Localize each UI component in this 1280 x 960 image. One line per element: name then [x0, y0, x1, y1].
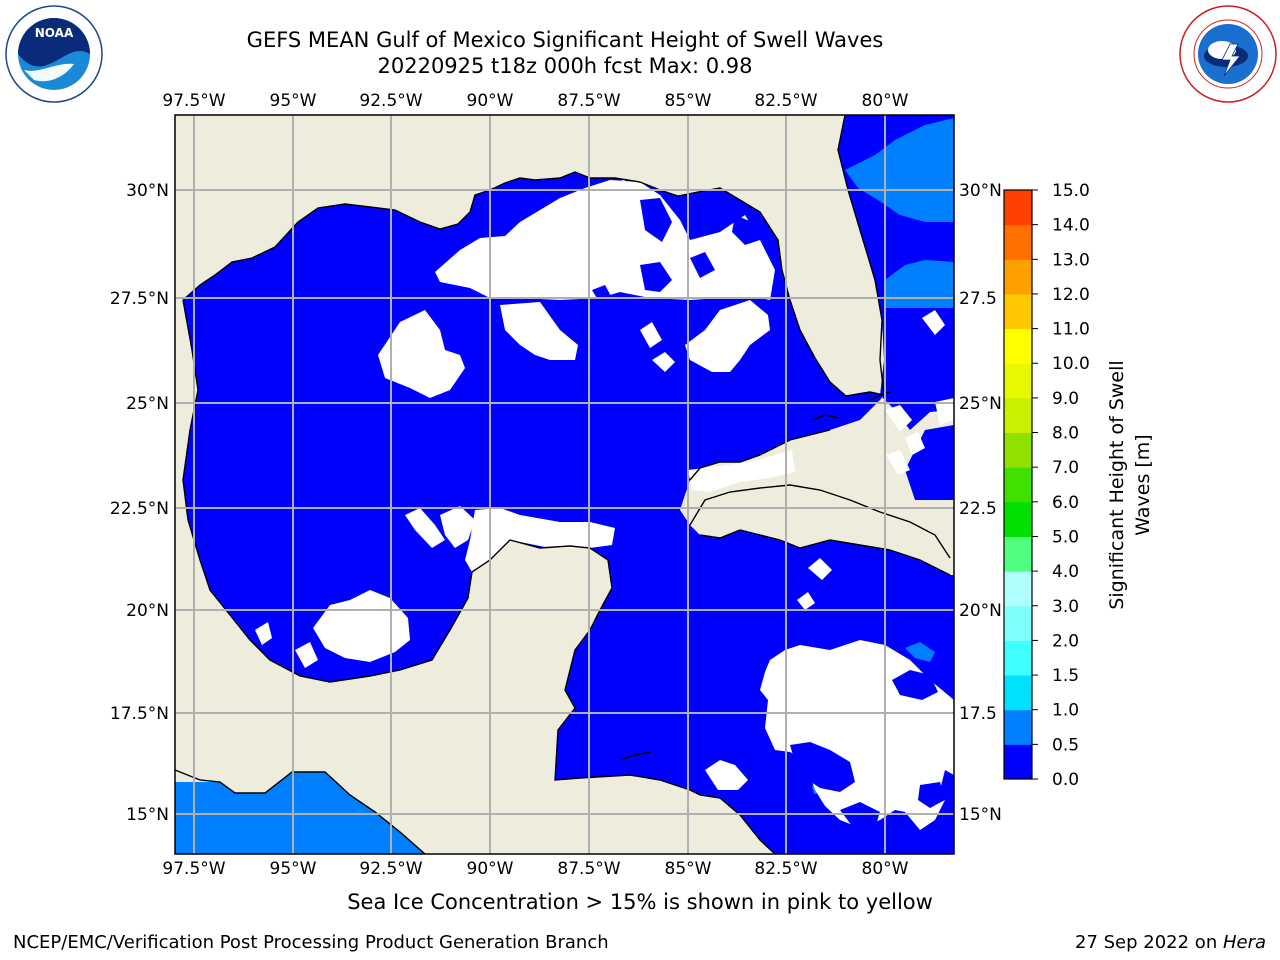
lon-tick-top: 85°W — [665, 91, 712, 111]
colorbar-swatch — [1004, 293, 1032, 330]
colorbar-swatch — [1004, 709, 1032, 745]
colorbar-swatch — [1004, 363, 1032, 399]
swell-0-5m-east-2 — [885, 260, 954, 308]
colorbar-swatch — [1004, 328, 1032, 364]
colorbar-swatch — [1004, 501, 1032, 537]
colorbar-tick-label: 4.0 — [1052, 562, 1079, 582]
lat-tick-left: 30°N — [126, 181, 169, 201]
lon-ticks-bottom: 97.5°W 95°W 92.5°W 90°W 87.5°W 85°W 82.5… — [162, 859, 908, 879]
colorbar: 0.0 0.5 1.0 1.5 2.0 3.0 4.0 5.0 6.0 7.0 8.0 9.0 10.0… — [1003, 181, 1090, 790]
colorbar-swatch — [1004, 224, 1032, 260]
lat-tick-right: 30°N — [959, 181, 1002, 201]
lat-tick-left: 22.5°N — [110, 499, 169, 519]
lat-tick-left: 25°N — [126, 394, 169, 414]
colorbar-tick-label: 1.5 — [1052, 666, 1079, 686]
lon-ticks-top: 97.5°W 95°W 92.5°W 90°W 87.5°W 85°W 82.5… — [162, 91, 908, 111]
lon-tick-bottom: 95°W — [270, 859, 317, 879]
footer-credit: NCEP/EMC/Verification Post Processing Pr… — [13, 932, 609, 953]
swell-0-5m-east — [845, 118, 954, 222]
colorbar-tick-label: 15.0 — [1052, 181, 1090, 201]
colorbar-tick-label: 12.0 — [1052, 285, 1090, 305]
lon-tick-bottom: 87.5°W — [557, 859, 620, 879]
colorbar-tick-label: 9.0 — [1052, 389, 1079, 409]
colorbar-swatch — [1004, 467, 1032, 503]
colorbar-swatch — [1004, 397, 1032, 434]
map-panel: 97.5°W 95°W 92.5°W 90°W 87.5°W 85°W 82.5… — [110, 91, 1154, 879]
footer-date-text: 27 Sep 2022 on — [1075, 932, 1223, 953]
graticule — [175, 115, 954, 854]
lat-tick-right: 17.5 — [959, 704, 997, 724]
colorbar-tick-label: 6.0 — [1052, 493, 1079, 513]
colorbar-tick-label: 13.0 — [1052, 250, 1090, 270]
colorbar-swatch — [1004, 640, 1032, 676]
colorbar-label-line1: Significant Height of Swell — [1106, 360, 1128, 609]
colorbar-swatch — [1004, 744, 1032, 780]
colorbar-tick-label: 11.0 — [1052, 320, 1090, 340]
colorbar-swatch — [1004, 259, 1032, 295]
lon-tick-bottom: 92.5°W — [359, 859, 422, 879]
colorbar-tick-label: 0.5 — [1052, 735, 1079, 755]
footer-host: Hera — [1222, 932, 1266, 953]
footer-date: 27 Sep 2022 on Hera — [1075, 932, 1266, 953]
colorbar-tick-label: 3.0 — [1052, 597, 1079, 617]
lat-tick-right: 15°N — [959, 805, 1002, 825]
colorbar-tick-label: 10.0 — [1052, 354, 1090, 374]
lon-tick-bottom: 85°W — [665, 859, 712, 879]
lat-tick-right: 25°N — [959, 394, 1002, 414]
noaa-logo: NOAA — [5, 5, 103, 103]
map-subtitle: 20220925 t18z 000h fcst Max: 0.98 — [377, 54, 753, 78]
colorbar-tick-label: 1.0 — [1052, 701, 1079, 721]
colorbar-tick-label: 7.0 — [1052, 458, 1079, 478]
colorbar-frame — [1003, 189, 1033, 780]
noaa-text: NOAA — [35, 26, 74, 40]
lon-tick-bottom: 82.5°W — [754, 859, 817, 879]
lon-tick-top: 95°W — [270, 91, 317, 111]
lon-tick-top: 80°W — [862, 91, 909, 111]
lon-tick-top: 90°W — [467, 91, 514, 111]
colorbar-swatch — [1004, 675, 1032, 711]
colorbar-tick-label: 8.0 — [1052, 424, 1079, 444]
lat-tick-right: 22.5 — [959, 499, 997, 519]
swell-islands — [592, 198, 945, 830]
lat-tick-right: 20°N — [959, 601, 1002, 621]
lat-ticks-left: 30°N 27.5°N 25°N 22.5°N 20°N 17.5°N 15°N — [110, 181, 169, 825]
lon-tick-top: 87.5°W — [557, 91, 620, 111]
lon-tick-bottom: 97.5°W — [162, 859, 225, 879]
lat-tick-left: 27.5°N — [110, 289, 169, 309]
colorbar-tick-label: 2.0 — [1052, 631, 1079, 651]
lat-tick-left: 15°N — [126, 805, 169, 825]
atlantic-swell-east — [905, 425, 954, 500]
map-frame — [174, 114, 955, 855]
colorbar-label: Significant Height of Swell Waves [m] — [1106, 360, 1154, 609]
swell-0-5m-caribbean — [905, 642, 935, 662]
map-title: GEFS MEAN Gulf of Mexico Significant Hei… — [246, 28, 884, 52]
colorbar-swatch — [1004, 571, 1032, 607]
colorbar-tick-label: 5.0 — [1052, 527, 1079, 547]
colorbar-label-line2: Waves [m] — [1132, 434, 1154, 535]
lat-tick-left: 17.5°N — [110, 704, 169, 724]
nws-logo — [1179, 5, 1277, 103]
colorbar-swatch — [1004, 432, 1032, 468]
sea-ice-note: Sea Ice Concentration > 15% is shown in … — [347, 890, 933, 914]
colorbar-swatch — [1004, 536, 1032, 572]
lon-tick-bottom: 80°W — [862, 859, 909, 879]
lon-tick-top: 92.5°W — [359, 91, 422, 111]
colorbar-swatch — [1004, 605, 1032, 641]
colorbar-tick-label: 0.0 — [1052, 770, 1079, 790]
colorbar-swatch — [1004, 190, 1032, 226]
lat-tick-left: 20°N — [126, 601, 169, 621]
colorbar-tick-label: 14.0 — [1052, 216, 1090, 236]
lon-tick-top: 82.5°W — [754, 91, 817, 111]
lat-ticks-right: 30°N 27.5 25°N 22.5 20°N 17.5 15°N — [959, 181, 1002, 825]
lon-tick-top: 97.5°W — [162, 91, 225, 111]
lon-tick-bottom: 90°W — [467, 859, 514, 879]
gulf-swell-field — [183, 172, 954, 854]
lat-tick-right: 27.5 — [959, 289, 997, 309]
